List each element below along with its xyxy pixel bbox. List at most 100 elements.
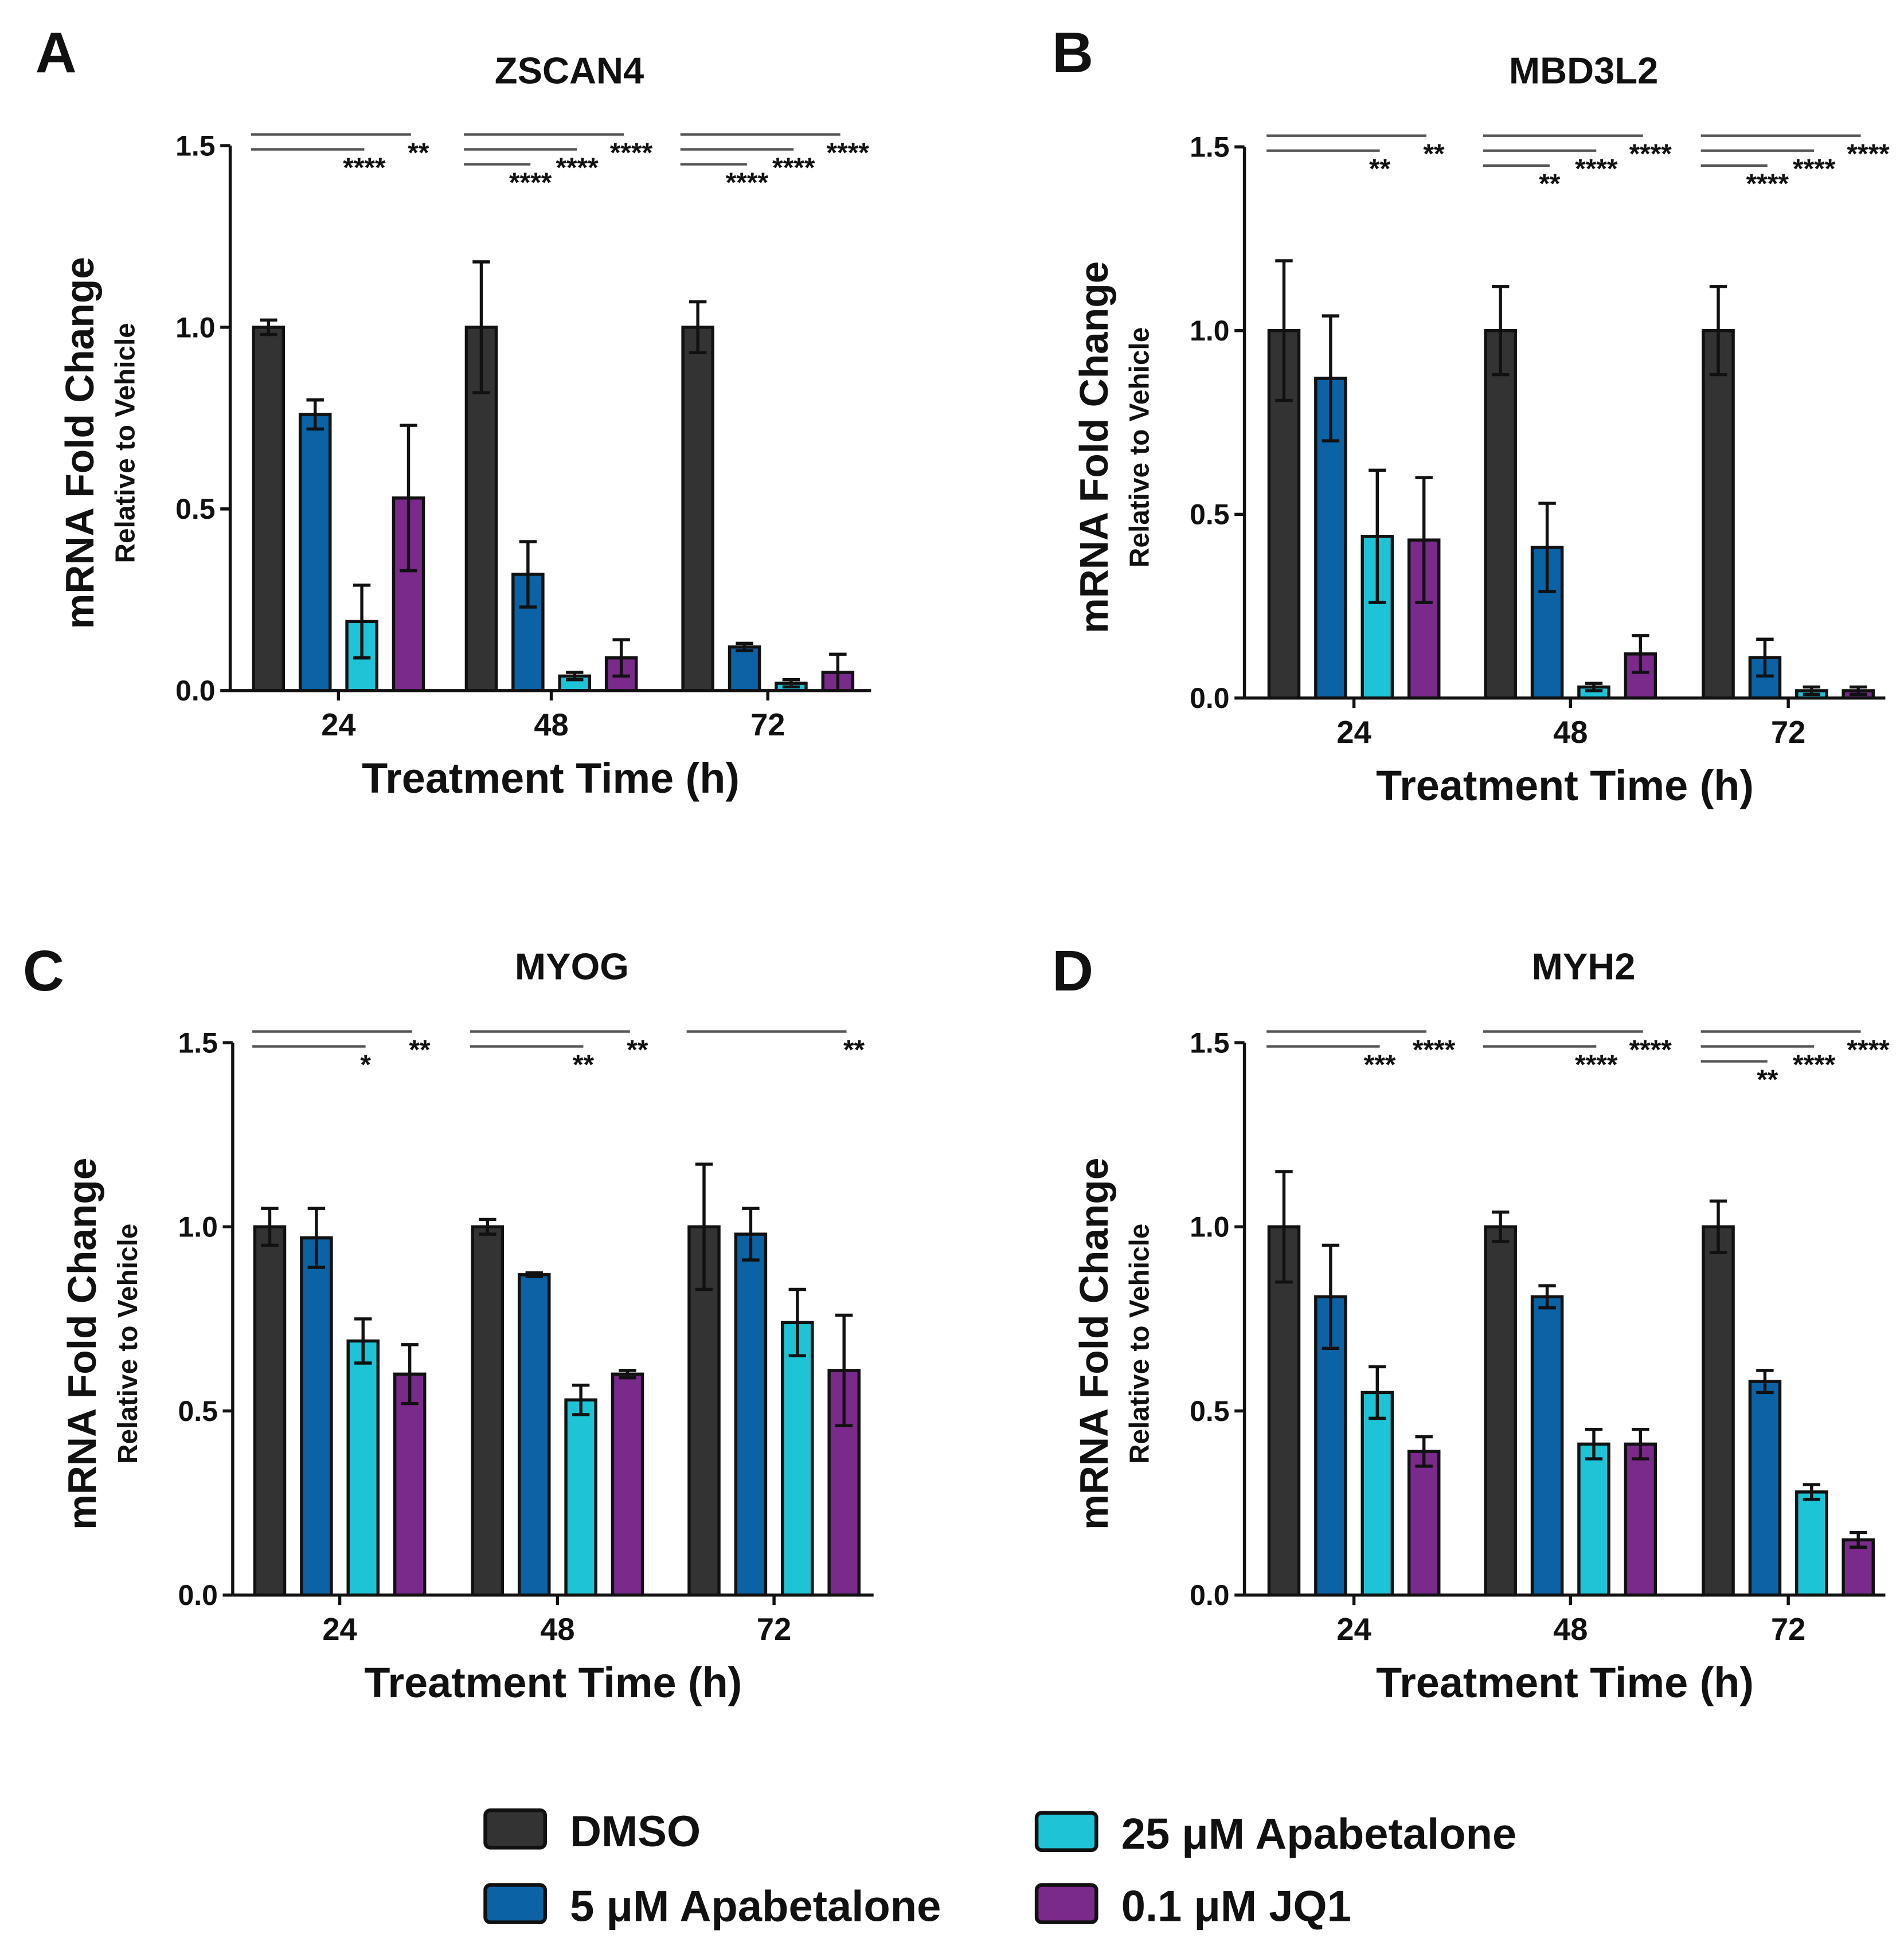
bar-5um xyxy=(517,1273,551,1597)
y-tick-label: 1.5 xyxy=(175,130,215,162)
bar-5um xyxy=(298,413,332,692)
y-tick-label: 0.0 xyxy=(1190,682,1229,714)
x-tick-label: 72 xyxy=(750,708,785,742)
x-tick-label: 24 xyxy=(321,708,355,742)
significance-stars: ** xyxy=(1423,139,1445,169)
bar-5um xyxy=(1748,1380,1782,1597)
bar-5um xyxy=(728,645,761,692)
x-tick-label: 72 xyxy=(1771,1612,1805,1647)
significance-stars: ** xyxy=(408,138,429,168)
significance-stars: * xyxy=(360,1050,371,1080)
y-tick-label: 0.5 xyxy=(178,1395,217,1427)
x-axis-label: Treatment Time (h) xyxy=(1376,1659,1754,1706)
bar-25um xyxy=(1360,1391,1394,1597)
bar-dmso xyxy=(1484,329,1517,700)
bar-dmso xyxy=(1702,329,1735,700)
y-axis-sublabel: Relative to Vehicle xyxy=(110,323,140,563)
y-tick-label: 0.5 xyxy=(1190,499,1229,531)
bar-dmso xyxy=(1267,1225,1301,1597)
bar-dmso xyxy=(253,1225,287,1597)
y-tick-label: 1.0 xyxy=(175,311,215,343)
bar-dmso xyxy=(681,326,714,692)
x-tick-label: 48 xyxy=(1553,1612,1588,1647)
x-axis-label: Treatment Time (h) xyxy=(362,754,740,802)
significance-stars: **** xyxy=(1575,1050,1618,1080)
bar-dmso xyxy=(464,326,498,692)
bar-25um xyxy=(1577,1442,1610,1597)
y-tick-label: 0.0 xyxy=(175,675,215,707)
y-tick-label: 1.5 xyxy=(178,1027,217,1059)
significance-stars: ** xyxy=(1369,154,1391,184)
bar-5um xyxy=(1530,1295,1564,1597)
legend-label: 25 μM Apabetalone xyxy=(1121,1810,1517,1859)
y-axis-label: mRNA Fold Change xyxy=(1072,1158,1116,1530)
significance-stars: **** xyxy=(726,167,769,198)
significance-stars: **** xyxy=(1629,139,1672,169)
significance-stars: **** xyxy=(556,152,599,183)
y-tick-label: 0.5 xyxy=(1190,1395,1229,1427)
x-tick-label: 48 xyxy=(1553,715,1588,750)
legend-swatch-dmso xyxy=(483,1808,547,1850)
y-tick-label: 0.5 xyxy=(175,493,215,525)
legend-swatch-25um xyxy=(1034,1811,1098,1853)
bar-dmso xyxy=(252,326,286,692)
panel-letter: C xyxy=(23,939,64,1003)
x-tick-label: 24 xyxy=(1336,1612,1371,1647)
x-axis-label: Treatment Time (h) xyxy=(364,1659,742,1706)
panel-letter: A xyxy=(36,21,77,85)
legend-label: DMSO xyxy=(570,1807,701,1856)
significance-stars: *** xyxy=(1364,1050,1396,1080)
y-axis-sublabel: Relative to Vehicle xyxy=(1124,1224,1155,1464)
bar-jq1 xyxy=(1624,1442,1657,1597)
y-tick-label: 1.0 xyxy=(178,1211,217,1243)
x-axis-label: Treatment Time (h) xyxy=(1376,762,1754,809)
x-tick-label: 72 xyxy=(1771,715,1805,750)
significance-stars: **** xyxy=(509,167,552,198)
significance-stars: ** xyxy=(409,1035,431,1065)
chart-title: MYOG xyxy=(515,945,629,987)
x-tick-label: 48 xyxy=(540,1612,574,1647)
significance-stars: **** xyxy=(1847,1035,1890,1065)
bar-25um xyxy=(781,1321,814,1597)
significance-stars: ** xyxy=(1757,1064,1778,1095)
chart-title: MYH2 xyxy=(1532,945,1636,987)
significance-stars: **** xyxy=(1575,154,1618,184)
bar-jq1 xyxy=(611,1372,644,1597)
bar-dmso xyxy=(1484,1225,1517,1597)
significance-stars: **** xyxy=(1413,1035,1456,1065)
y-axis-sublabel: Relative to Vehicle xyxy=(113,1224,143,1464)
significance-stars: **** xyxy=(1629,1035,1672,1065)
x-tick-label: 24 xyxy=(322,1612,357,1647)
significance-stars: **** xyxy=(772,152,815,183)
bar-jq1 xyxy=(1842,1538,1875,1597)
y-tick-label: 1.0 xyxy=(1190,1211,1229,1243)
x-tick-label: 72 xyxy=(757,1612,791,1647)
y-axis-label: mRNA Fold Change xyxy=(1072,261,1116,633)
y-tick-label: 0.0 xyxy=(1190,1579,1229,1611)
significance-stars: **** xyxy=(343,152,386,183)
panel-letter: D xyxy=(1052,939,1093,1003)
bar-jq1 xyxy=(393,1372,427,1597)
bar-dmso xyxy=(471,1225,505,1597)
x-tick-label: 24 xyxy=(1336,715,1371,750)
significance-stars: **** xyxy=(1793,1050,1836,1080)
bar-25um xyxy=(346,1339,380,1597)
significance-stars: ** xyxy=(573,1050,595,1080)
y-tick-label: 1.5 xyxy=(1190,1027,1229,1059)
y-tick-label: 1.0 xyxy=(1190,315,1229,347)
significance-stars: ** xyxy=(1539,169,1561,199)
legend-swatch-5um xyxy=(483,1883,547,1924)
bar-dmso xyxy=(1702,1225,1735,1597)
significance-stars: ** xyxy=(627,1035,648,1065)
significance-stars: **** xyxy=(827,138,870,168)
significance-stars: **** xyxy=(1746,169,1789,199)
significance-stars: **** xyxy=(610,138,653,168)
significance-stars: **** xyxy=(1793,154,1836,184)
bar-jq1 xyxy=(1407,1450,1441,1597)
legend-label: 5 μM Apabetalone xyxy=(570,1882,941,1931)
panel-letter: B xyxy=(1052,21,1093,85)
bar-5um xyxy=(300,1236,333,1597)
bar-5um xyxy=(734,1232,768,1597)
y-axis-label: mRNA Fold Change xyxy=(60,1158,104,1530)
